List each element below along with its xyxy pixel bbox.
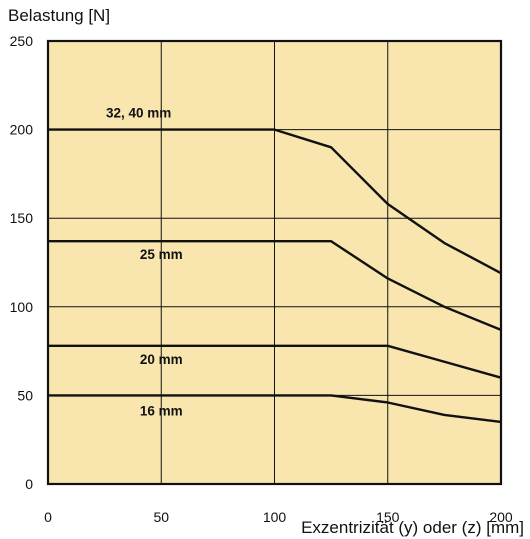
x-tick-label: 150 <box>376 509 400 525</box>
series-label: 20 mm <box>140 352 183 367</box>
y-tick-label: 250 <box>10 33 34 49</box>
series-labels: 32, 40 mm 25 mm 20 mm 16 mm <box>106 106 183 419</box>
series-line <box>48 240 502 331</box>
x-tick-label: 50 <box>153 509 169 525</box>
x-tick-label: 200 <box>489 509 513 525</box>
y-tick-label: 50 <box>17 387 33 403</box>
series-label: 16 mm <box>140 403 183 418</box>
y-tick-label: 200 <box>10 122 34 138</box>
series-lines <box>48 128 502 424</box>
y-tick-label: 100 <box>10 299 34 315</box>
series-line <box>48 394 502 424</box>
series-line <box>48 128 502 275</box>
x-axis-label: Exzentrizität (y) oder (z) [mm] <box>301 518 524 537</box>
series-label: 32, 40 mm <box>106 106 171 121</box>
series-label: 25 mm <box>140 247 183 262</box>
plot-frame <box>46 39 503 486</box>
x-tick-label: 100 <box>263 509 287 525</box>
series-line <box>48 344 502 379</box>
y-tick-label: 0 <box>25 476 33 492</box>
tick-labels: 0 50 100 150 200 250 0 50 100 150 200 <box>10 33 513 525</box>
y-axis-label: Belastung [N] <box>8 6 110 25</box>
x-tick-label: 0 <box>44 509 52 525</box>
y-tick-label: 150 <box>10 210 34 226</box>
